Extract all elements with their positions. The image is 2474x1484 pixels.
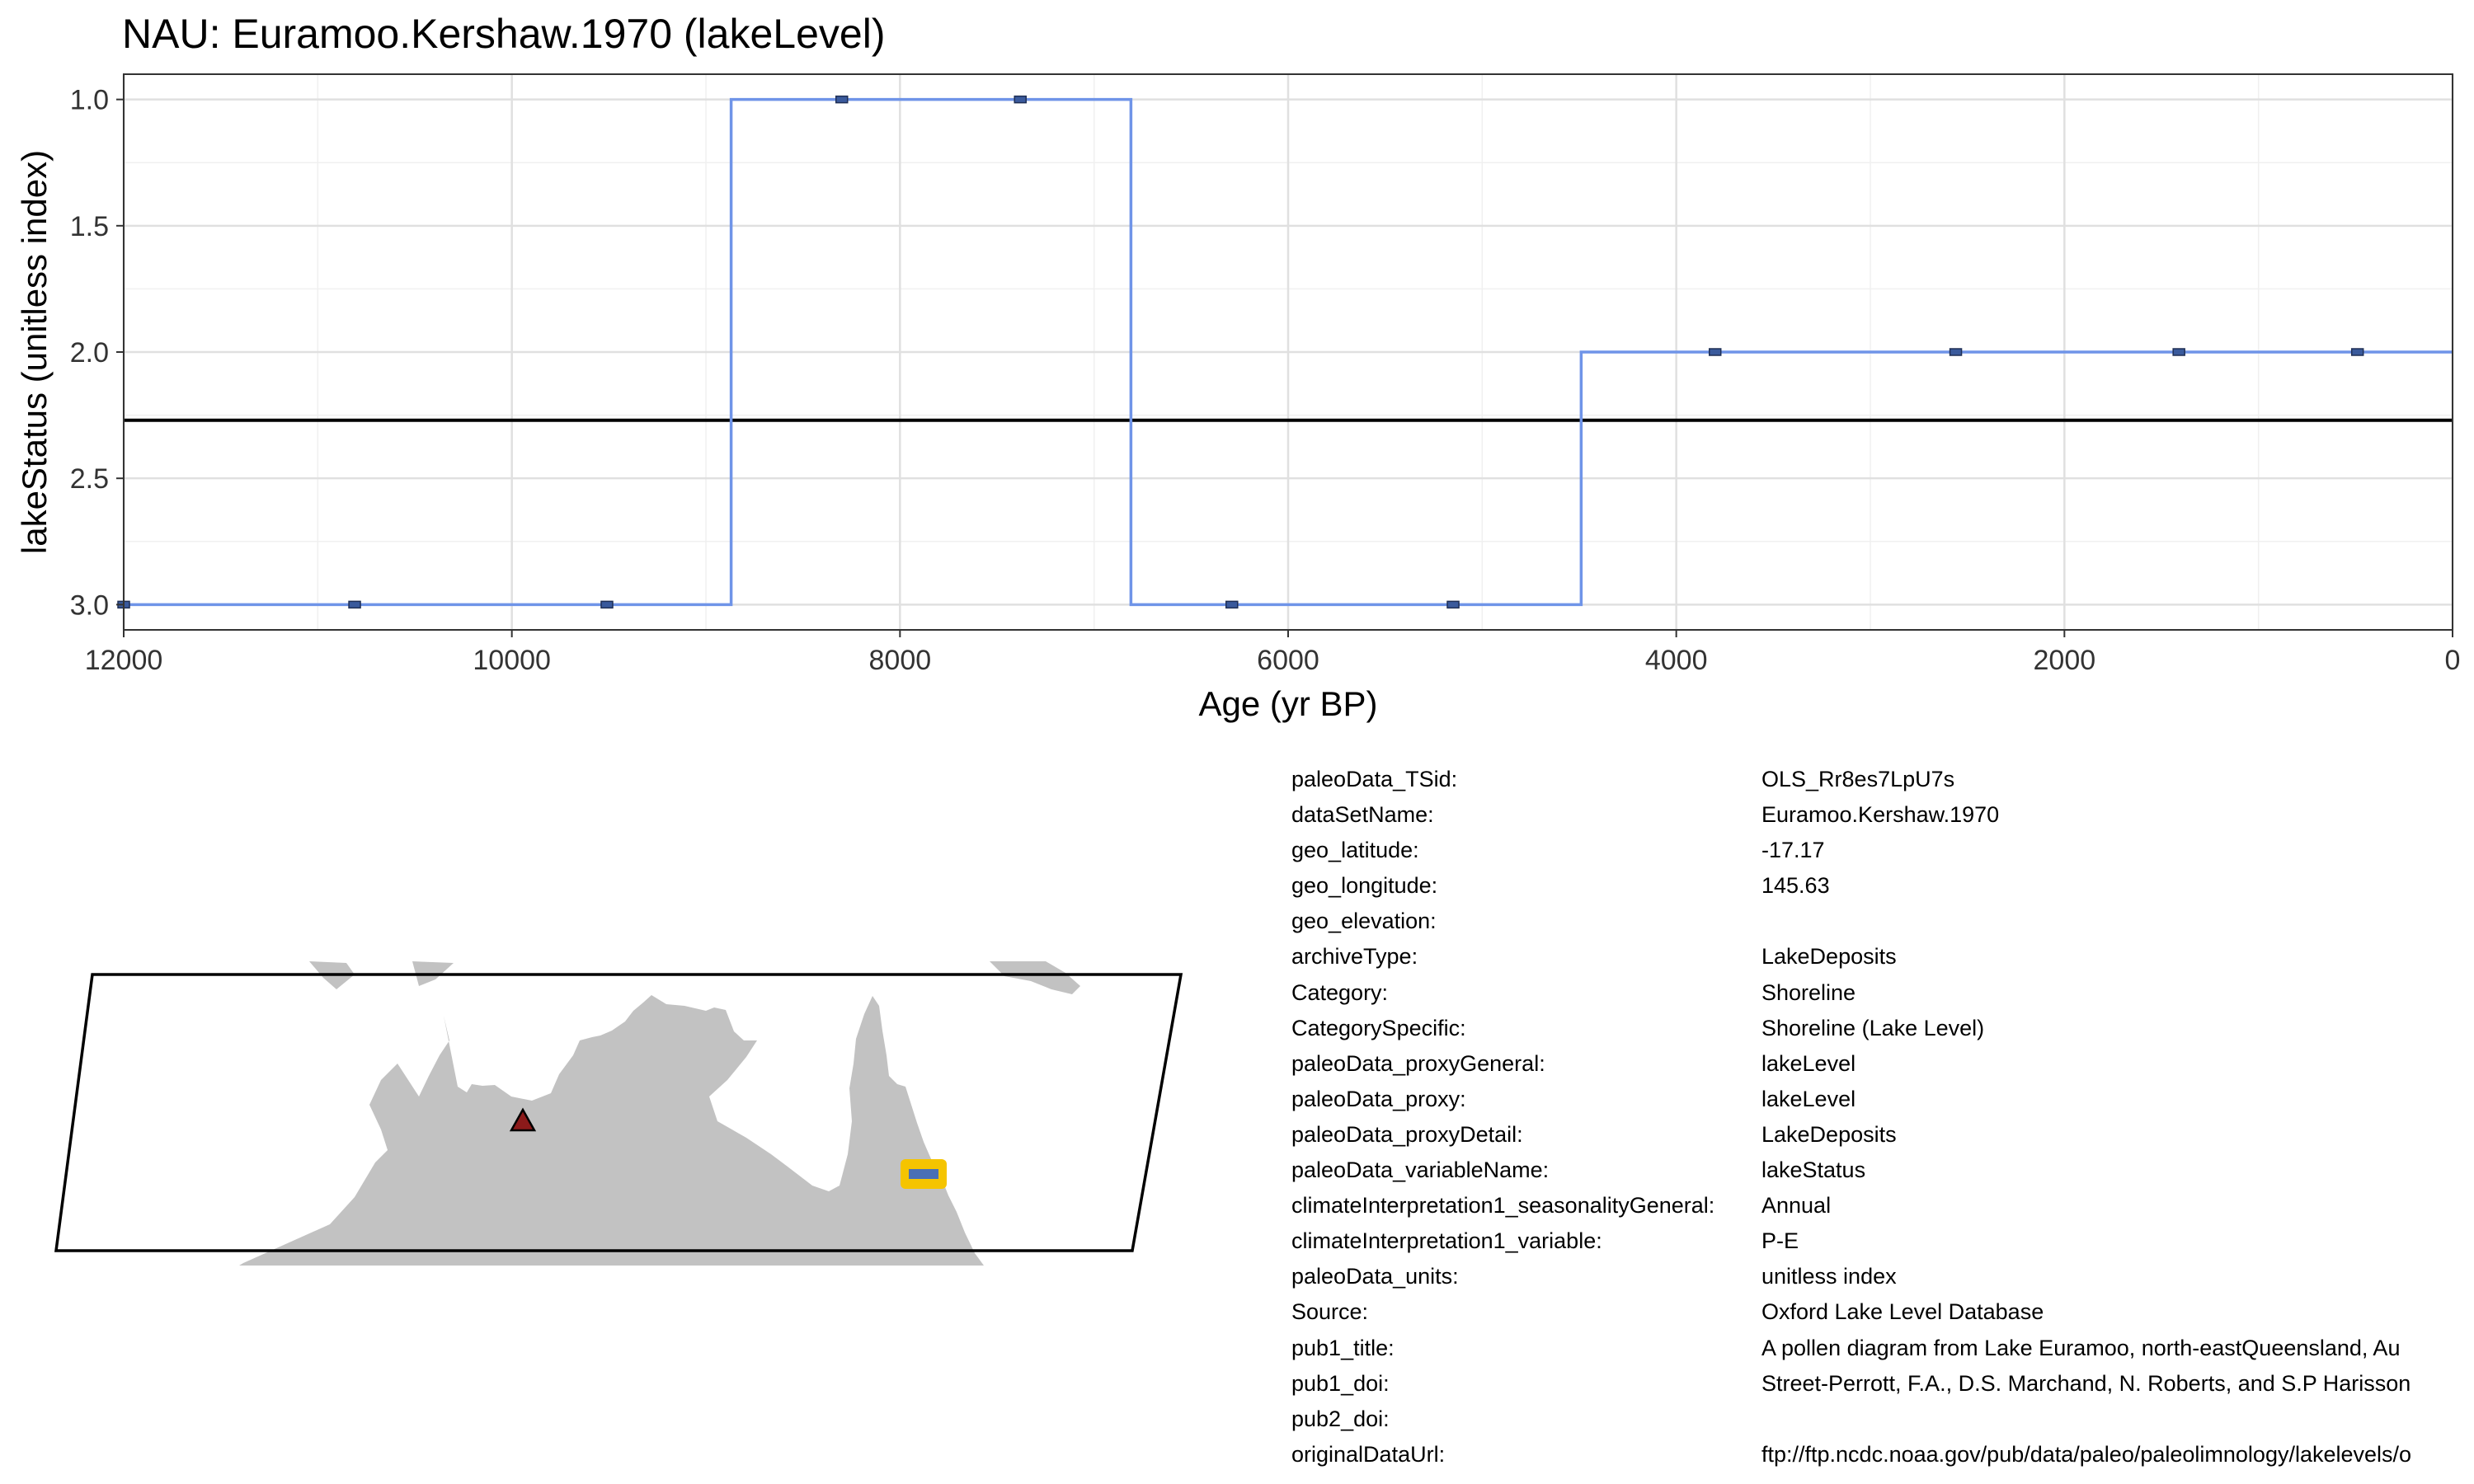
step-series <box>124 97 2453 607</box>
metadata-key: geo_elevation: <box>1291 909 1437 934</box>
x-tick-label: 10000 <box>473 645 551 676</box>
land-mass <box>239 961 1080 1266</box>
x-axis: 12000 10000 8000 6000 4000 2000 0 <box>85 630 2461 676</box>
data-point <box>600 600 614 609</box>
data-points <box>117 95 2364 609</box>
metadata-row: paleoData_variableName: lakeStatus <box>1291 1153 2474 1188</box>
data-point <box>1014 95 1027 104</box>
metadata-value: unitless index <box>1761 1264 1897 1289</box>
metadata-key: paleoData_proxyGeneral: <box>1291 1050 1545 1076</box>
metadata-row: pub1_title: A pollen diagram from Lake Eu… <box>1291 1331 2474 1366</box>
metadata-value: lakeLevel <box>1761 1050 1856 1076</box>
metadata-row: pub1_doi: Street-Perrott, F.A., D.S. Marc… <box>1291 1366 2474 1402</box>
x-tick-label: 8000 <box>869 645 932 676</box>
y-tick-label: 2.5 <box>70 463 109 495</box>
y-axis-label: lakeStatus (unitless index) <box>15 150 54 554</box>
metadata-key: paleoData_proxyDetail: <box>1291 1121 1523 1147</box>
metadata-value: A pollen diagram from Lake Euramoo, nort… <box>1761 1335 2401 1360</box>
y-tick-label: 3.0 <box>70 589 109 621</box>
metadata-value: ftp://ftp.ncdc.noaa.gov/pub/data/paleo/p… <box>1761 1441 2412 1467</box>
metadata-value: lakeStatus <box>1761 1158 1866 1183</box>
metadata-row: geo_latitude: -17.17 <box>1291 833 2474 868</box>
metadata-value: Euramoo.Kershaw.1970 <box>1761 802 2000 828</box>
chart-title: NAU: Euramoo.Kershaw.1970 (lakeLevel) <box>122 11 885 57</box>
new-guinea-fragment-east <box>990 961 1080 994</box>
metadata-row: archiveType: LakeDeposits <box>1291 939 2474 974</box>
metadata-row: paleoData_proxy: lakeLevel <box>1291 1082 2474 1117</box>
metadata-row: climateInterpretation1_seasonalityGenera… <box>1291 1188 2474 1223</box>
metadata-row: dataSetName: Euramoo.Kershaw.1970 <box>1291 797 2474 833</box>
data-point <box>1225 600 1239 609</box>
data-point <box>1949 348 1963 356</box>
metadata-key: CategorySpecific: <box>1291 1015 1466 1040</box>
metadata-key: paleoData_proxy: <box>1291 1086 1466 1111</box>
x-tick-label: 6000 <box>1257 645 1319 676</box>
metadata-key: Source: <box>1291 1299 1369 1325</box>
metadata-key: geo_latitude: <box>1291 838 1419 863</box>
metadata-row: pub2_doi: <box>1291 1402 2474 1437</box>
metadata-key: paleoData_variableName: <box>1291 1158 1550 1183</box>
metadata-value: 145.63 <box>1761 873 1830 899</box>
metadata-key: pub1_title: <box>1291 1335 1395 1360</box>
metadata-row: geo_elevation: <box>1291 904 2474 939</box>
metadata-key: Category: <box>1291 979 1389 1005</box>
y-tick-label: 2.0 <box>70 337 109 369</box>
data-point <box>2172 348 2185 356</box>
y-axis: 1.0 1.5 2.0 2.5 3.0 <box>70 85 124 621</box>
y-tick-label: 1.5 <box>70 211 109 242</box>
metadata-key: dataSetName: <box>1291 802 1434 828</box>
metadata-value: LakeDeposits <box>1761 944 1897 970</box>
data-point <box>2350 348 2364 356</box>
metadata-key: climateInterpretation1_variable: <box>1291 1228 1602 1254</box>
metadata-value: Shoreline (Lake Level) <box>1761 1015 1985 1040</box>
metadata-table: paleoData_TSid: OLS_Rr8es7LpU7s dataSetNam… <box>1291 762 2474 1472</box>
metadata-value: -17.17 <box>1761 838 1825 863</box>
metadata-value: Shoreline <box>1761 979 1856 1005</box>
data-point <box>1446 600 1460 609</box>
metadata-key: archiveType: <box>1291 944 1418 970</box>
x-axis-label: Age (yr BP) <box>1198 684 1377 723</box>
metadata-row: paleoData_proxyGeneral: lakeLevel <box>1291 1046 2474 1082</box>
metadata-value: LakeDeposits <box>1761 1121 1897 1147</box>
lake-level-chart: NAU: Euramoo.Kershaw.1970 (lakeLevel) 12… <box>15 11 2461 723</box>
metadata-key: originalDataUrl: <box>1291 1441 1446 1467</box>
metadata-row: CategorySpecific: Shoreline (Lake Level) <box>1291 1011 2474 1046</box>
x-tick-label: 2000 <box>2034 645 2096 676</box>
metadata-value: lakeLevel <box>1761 1086 1856 1111</box>
lake-status-step-line <box>124 97 2453 607</box>
metadata-value: Street-Perrott, F.A., D.S. Marchand, N. … <box>1761 1370 2411 1396</box>
metadata-key: paleoData_units: <box>1291 1264 1459 1289</box>
metadata-row: geo_longitude: 145.63 <box>1291 868 2474 904</box>
metadata-row: climateInterpretation1_variable: P-E <box>1291 1223 2474 1259</box>
australia-landmass <box>239 995 984 1266</box>
metadata-key: paleoData_TSid: <box>1291 767 1458 791</box>
metadata-row: paleoData_units: unitless index <box>1291 1259 2474 1294</box>
x-tick-label: 0 <box>2445 645 2461 676</box>
x-tick-label: 4000 <box>1645 645 1708 676</box>
metadata-value: OLS_Rr8es7LpU7s <box>1761 767 1955 791</box>
site-map <box>54 961 1183 1266</box>
site-triangle-marker <box>509 1107 537 1132</box>
data-point <box>835 95 849 104</box>
data-point <box>1708 348 1722 356</box>
metadata-key: pub1_doi: <box>1291 1370 1390 1396</box>
metadata-row: paleoData_TSid: OLS_Rr8es7LpU7s <box>1291 762 2474 797</box>
map-frame <box>54 973 1183 1252</box>
metadata-row: paleoData_proxyDetail: LakeDeposits <box>1291 1117 2474 1153</box>
metadata-row: Source: Oxford Lake Level Database <box>1291 1294 2474 1330</box>
data-point <box>348 600 361 609</box>
metadata-row: originalDataUrl: ftp://ftp.ncdc.noaa.gov/… <box>1291 1437 2474 1472</box>
x-tick-label: 12000 <box>85 645 163 676</box>
metadata-row: Category: Shoreline <box>1291 975 2474 1011</box>
metadata-key: geo_longitude: <box>1291 873 1438 899</box>
metadata-value: P-E <box>1761 1228 1799 1254</box>
metadata-value: Annual <box>1761 1193 1832 1219</box>
metadata-key: pub2_doi: <box>1291 1406 1390 1431</box>
metadata-key: climateInterpretation1_seasonalityGenera… <box>1291 1193 1715 1219</box>
metadata-value: Oxford Lake Level Database <box>1761 1299 2044 1325</box>
y-tick-label: 1.0 <box>70 85 109 116</box>
highlight-marker-bar <box>909 1169 938 1179</box>
